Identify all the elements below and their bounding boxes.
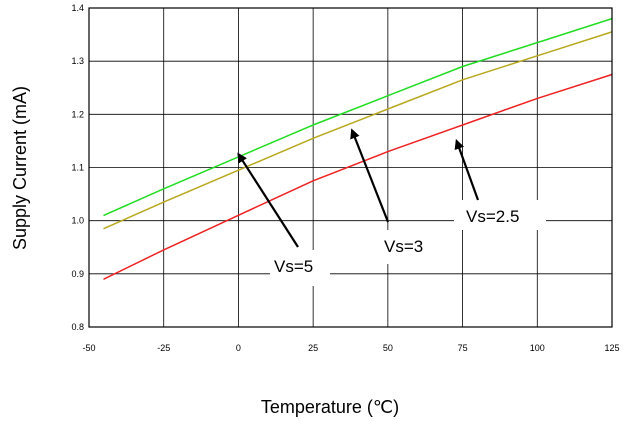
x-tick-label: 0 xyxy=(236,343,241,353)
annotation-box xyxy=(270,250,330,286)
data-point xyxy=(536,41,538,44)
series-line-1 xyxy=(103,31,613,230)
data-point xyxy=(387,150,389,153)
y-tick-label: 1.1 xyxy=(71,163,84,173)
data-point xyxy=(461,65,464,68)
series-lines xyxy=(103,17,613,280)
series-line-2 xyxy=(103,73,613,280)
data-point xyxy=(536,55,538,57)
x-tick-label: 25 xyxy=(308,343,318,353)
x-tick-label: 75 xyxy=(458,343,468,353)
data-point xyxy=(103,278,105,280)
y-tick-labels: 0.8 0.9 1.0 1.1 1.2 1.3 1.4 xyxy=(71,3,84,332)
x-tick-label: 125 xyxy=(604,343,619,353)
data-point xyxy=(536,97,538,99)
plot-frame xyxy=(88,7,613,328)
annotation-label: Vs=2.5 xyxy=(466,207,519,226)
data-point xyxy=(163,188,165,190)
annotation-label: Vs=3 xyxy=(384,237,423,256)
x-tick-label: 100 xyxy=(530,343,545,353)
data-point xyxy=(163,249,165,251)
data-point xyxy=(387,95,389,97)
annotation-arrow xyxy=(454,139,480,201)
y-axis-title: Supply Current (mA) xyxy=(10,86,30,250)
x-tick-label: -25 xyxy=(157,343,170,353)
x-axis-title: Temperature (℃) xyxy=(261,397,399,417)
series-line-0 xyxy=(103,17,613,216)
data-point xyxy=(237,214,240,216)
data-point xyxy=(461,79,464,81)
grid-lines xyxy=(89,8,612,327)
annotation-label: Vs=5 xyxy=(274,257,313,276)
data-point xyxy=(387,108,389,110)
y-tick-label: 0.8 xyxy=(71,322,84,332)
y-tick-label: 1.4 xyxy=(71,3,84,13)
data-point xyxy=(103,228,105,230)
data-point xyxy=(312,137,314,139)
annotation-box xyxy=(374,230,440,264)
annotations: Vs=5 Vs=3 Vs=2.5 xyxy=(237,128,546,286)
x-tick-label: -50 xyxy=(82,343,95,353)
annotation-arrow xyxy=(350,128,390,223)
data-point xyxy=(163,201,165,203)
y-tick-label: 1.0 xyxy=(71,216,84,226)
data-point xyxy=(237,169,240,171)
annotation-box xyxy=(454,200,546,230)
x-tick-label: 50 xyxy=(383,343,393,353)
annotation-arrow xyxy=(237,152,299,248)
y-tick-label: 1.3 xyxy=(71,56,84,66)
y-tick-label: 0.9 xyxy=(71,269,84,279)
data-point xyxy=(461,124,464,126)
data-point xyxy=(312,124,314,126)
x-tick-labels: -50 -25 0 25 50 75 100 125 xyxy=(82,343,619,353)
data-point xyxy=(312,180,314,182)
data-point xyxy=(103,214,105,216)
y-tick-label: 1.2 xyxy=(71,109,84,119)
